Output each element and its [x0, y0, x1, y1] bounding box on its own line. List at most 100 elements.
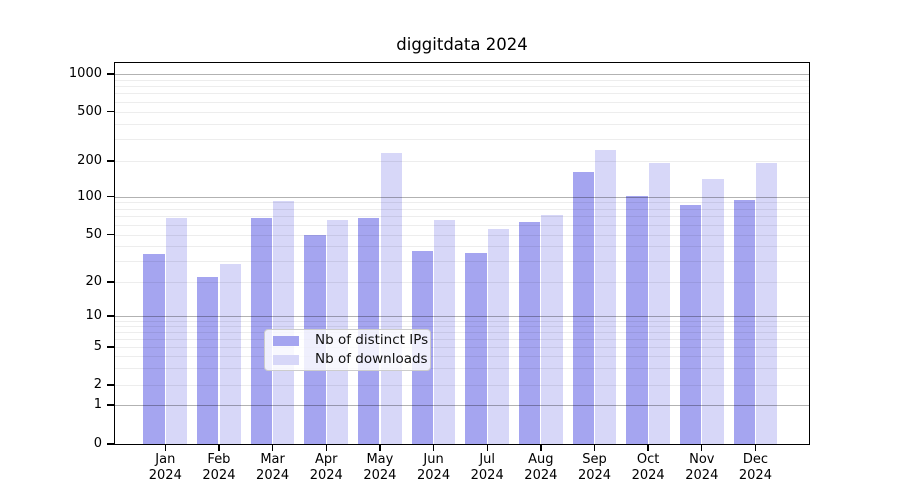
- x-tick-year: 2024: [309, 468, 343, 483]
- gridline-minor: [114, 261, 810, 262]
- x-tick-label: Jul 2024: [455, 452, 519, 484]
- legend-item-distinct-ips: Nb of distinct IPs: [273, 333, 428, 348]
- x-tick-year: 2024: [577, 468, 612, 483]
- gridline-minor: [114, 347, 810, 348]
- y-tick-mark: [107, 384, 114, 386]
- bar-downloads: [273, 201, 295, 445]
- gridline-minor: [114, 202, 810, 204]
- x-tick-label: Oct 2024: [616, 452, 680, 484]
- gridline-minor: [114, 338, 810, 340]
- gridline-minor: [114, 216, 810, 218]
- y-tick-mark: [107, 404, 114, 406]
- y-tick-label: 2: [93, 377, 102, 392]
- y-tick-mark: [107, 315, 114, 317]
- x-tick-mark: [379, 445, 381, 451]
- x-tick-month: Aug: [528, 452, 554, 467]
- y-tick-mark: [107, 73, 114, 75]
- gridline-minor: [114, 332, 810, 333]
- bar-distinct-ips: [733, 200, 755, 445]
- x-tick-mark: [432, 445, 435, 451]
- bar-downloads: [595, 149, 617, 445]
- y-tick-label: 500: [77, 103, 102, 119]
- bar-distinct-ips: [572, 172, 594, 445]
- x-tick-month: Feb: [207, 452, 231, 467]
- bar-distinct-ips: [626, 196, 648, 445]
- x-tick-mark: [164, 445, 166, 451]
- y-tick-label: 100: [77, 188, 102, 204]
- y-tick-mark: [107, 233, 114, 236]
- gridline-minor: [114, 234, 810, 236]
- x-tick-month: Jan: [155, 452, 176, 467]
- x-tick-mark: [271, 445, 274, 451]
- x-tick-mark: [754, 445, 757, 451]
- gridline-minor: [114, 208, 810, 210]
- gridline-minor: [114, 224, 810, 226]
- x-tick-label: Aug 2024: [509, 452, 573, 484]
- x-tick-year: 2024: [631, 468, 665, 483]
- gridline-minor: [114, 101, 810, 103]
- x-tick-mark: [540, 445, 542, 451]
- x-tick-label: Apr 2024: [294, 452, 358, 484]
- legend-label-distinct-ips: Nb of distinct IPs: [315, 332, 429, 348]
- gridline-major: [114, 316, 810, 317]
- legend: Nb of distinct IPs Nb of downloads: [264, 329, 431, 371]
- bar-downloads: [648, 163, 671, 445]
- gridline-minor: [114, 368, 810, 370]
- x-tick-month: Mar: [260, 452, 285, 467]
- gridline-minor: [114, 320, 810, 322]
- x-tick-year: 2024: [417, 468, 451, 483]
- x-tick-year: 2024: [738, 468, 772, 483]
- x-tick-year: 2024: [363, 468, 397, 483]
- gridline-major: [114, 196, 810, 198]
- x-tick-year: 2024: [685, 468, 719, 483]
- x-tick-year: 2024: [470, 468, 504, 483]
- legend-item-downloads: Nb of downloads: [273, 352, 428, 367]
- gridline-minor: [114, 86, 810, 88]
- bar-distinct-ips: [518, 222, 541, 445]
- y-tick-mark: [107, 196, 114, 198]
- bar-downloads: [756, 163, 778, 445]
- y-tick-label: 20: [85, 274, 102, 289]
- chart-title: diggitdata 2024: [396, 35, 528, 54]
- y-tick-label: 5: [93, 339, 102, 354]
- x-tick-month: Oct: [636, 452, 660, 467]
- bar-downloads: [380, 152, 402, 445]
- gridline-minor: [114, 79, 810, 81]
- y-tick-mark: [107, 110, 114, 113]
- gridline-minor: [114, 356, 810, 358]
- bar-downloads: [219, 264, 241, 445]
- bar-distinct-ips: [143, 254, 165, 445]
- gridline-minor: [114, 93, 810, 95]
- x-tick-year: 2024: [524, 468, 558, 483]
- x-tick-mark: [593, 445, 596, 451]
- gridline-minor: [114, 111, 810, 113]
- gridline-minor: [114, 123, 810, 125]
- bar-downloads: [165, 218, 188, 445]
- y-tick-label: 1000: [68, 66, 102, 81]
- x-tick-mark: [325, 445, 327, 451]
- x-tick-year: 2024: [148, 468, 182, 483]
- x-tick-month: Apr: [315, 452, 338, 467]
- gridline-minor: [114, 326, 810, 327]
- x-tick-year: 2024: [256, 468, 290, 483]
- x-tick-month: May: [366, 452, 394, 467]
- gridline-minor: [114, 385, 810, 386]
- x-tick-label: Mar 2024: [241, 452, 305, 484]
- x-tick-label: May 2024: [348, 452, 412, 484]
- x-tick-mark: [701, 445, 703, 451]
- x-tick-month: Sep: [582, 452, 607, 467]
- gridline-major: [114, 405, 810, 406]
- x-tick-label: Sep 2024: [563, 452, 627, 484]
- plot-area: [114, 62, 810, 445]
- x-tick-label: Dec 2024: [723, 452, 787, 484]
- x-tick-month: Jul: [479, 452, 496, 467]
- gridline-minor: [114, 161, 810, 162]
- x-tick-month: Dec: [742, 452, 769, 467]
- bar-downloads: [487, 228, 510, 445]
- gridline-major: [114, 74, 810, 75]
- bar-downloads: [702, 178, 724, 445]
- bar-downloads: [434, 219, 456, 445]
- gridline-minor: [114, 139, 810, 141]
- y-tick-mark: [107, 281, 114, 283]
